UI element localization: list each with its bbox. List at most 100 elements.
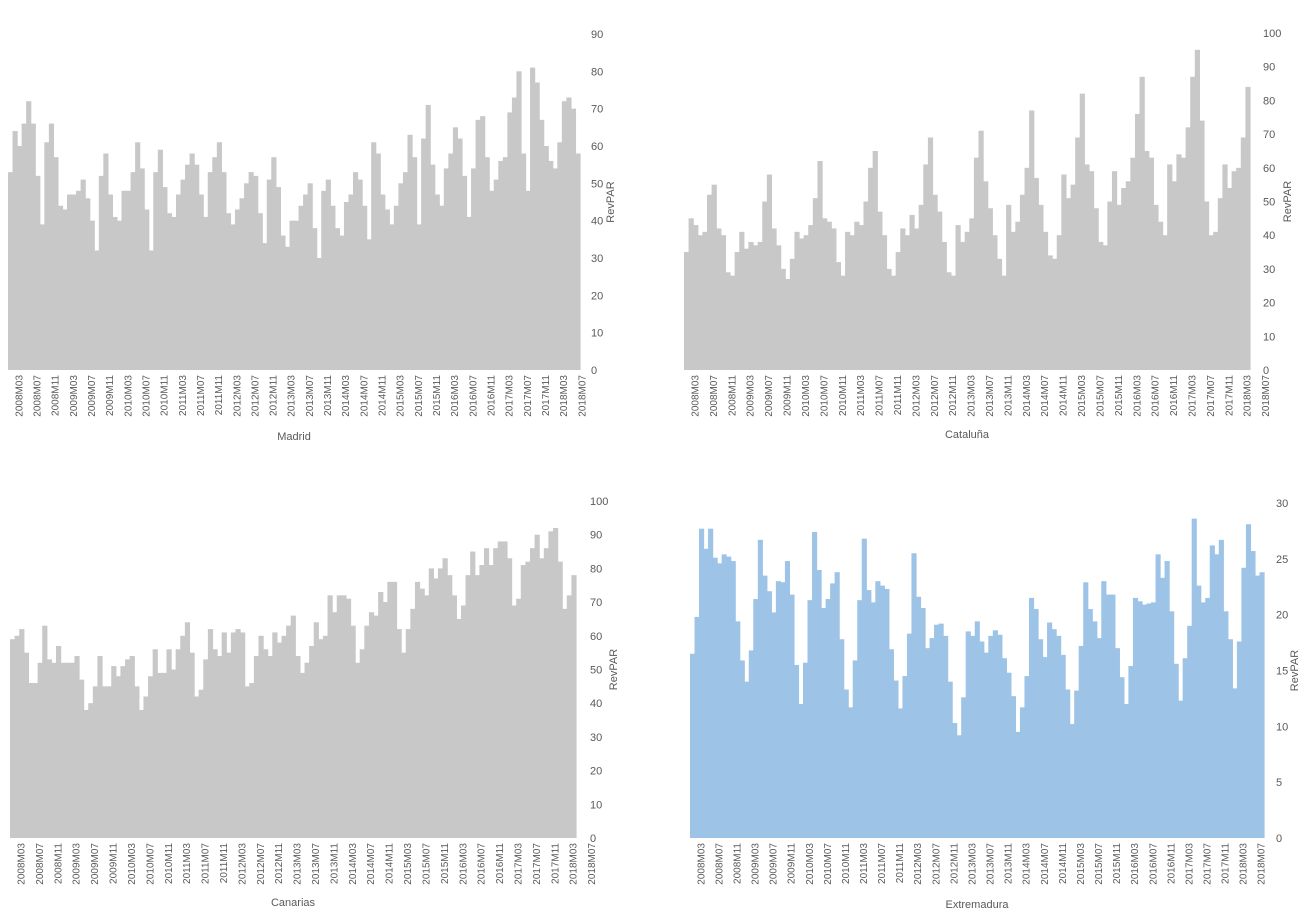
- bar: [1065, 198, 1072, 370]
- bar: [1176, 154, 1182, 370]
- bar: [1102, 245, 1108, 370]
- x-tick-label: 2009M11: [105, 375, 116, 416]
- bar: [711, 184, 717, 370]
- y-tick-label: 30: [591, 253, 603, 265]
- bar: [798, 704, 804, 838]
- bar: [688, 218, 694, 370]
- x-tick-label: 2010M03: [123, 375, 134, 417]
- bar: [771, 612, 777, 838]
- bar: [534, 534, 540, 838]
- bar: [766, 591, 772, 838]
- bar: [375, 153, 381, 370]
- bar: [834, 572, 840, 838]
- bar: [978, 130, 984, 370]
- bar: [911, 553, 917, 838]
- y-tick-label: 50: [590, 665, 602, 677]
- bar: [808, 225, 814, 370]
- chart-2: 0 10 20 30 40 50 60 70 80 90 100 RevPAR 2008M03 2008M…: [684, 28, 1294, 441]
- x-tick-label: 2017M07: [1206, 375, 1217, 417]
- x-tick-label: 2018M07: [587, 843, 598, 885]
- bar: [79, 679, 85, 838]
- bar: [817, 161, 823, 370]
- bar: [483, 548, 490, 838]
- bar: [451, 595, 457, 838]
- bar: [378, 591, 384, 838]
- bar: [872, 150, 878, 370]
- x-tick-label: 2008M03: [691, 375, 702, 417]
- y-axis-title: RevPAR: [1282, 181, 1294, 222]
- x-tick-label: 2009M03: [72, 843, 83, 885]
- bar: [987, 208, 993, 370]
- bar: [825, 599, 831, 838]
- x-axis-title: Canarias: [271, 897, 316, 909]
- bar: [1222, 164, 1228, 370]
- bar: [1190, 76, 1196, 370]
- bar: [1162, 235, 1168, 370]
- bar: [56, 645, 62, 838]
- bar: [497, 541, 503, 838]
- bar: [1042, 231, 1049, 370]
- bar: [318, 639, 324, 838]
- bar: [734, 252, 740, 370]
- bar: [539, 119, 545, 371]
- bar: [1180, 157, 1187, 370]
- x-tick-label: 2012M11: [949, 843, 960, 884]
- x-tick-label: 2008M11: [733, 843, 744, 884]
- bar: [284, 246, 291, 370]
- bar: [460, 605, 467, 838]
- bar: [493, 179, 499, 370]
- bar: [1241, 567, 1247, 838]
- bar: [364, 625, 370, 838]
- bar: [414, 581, 421, 838]
- bar: [19, 629, 25, 838]
- bar: [115, 676, 122, 838]
- chart-3: 0 10 20 30 40 50 60 70 80 90 100 RevPAR 2008M03 2008M…: [10, 496, 620, 909]
- bar: [262, 243, 268, 370]
- bar: [807, 600, 813, 838]
- bar: [780, 582, 786, 838]
- bar: [12, 131, 18, 370]
- x-tick-label: 2012M11: [948, 375, 959, 416]
- bar: [166, 649, 172, 838]
- bar: [442, 558, 448, 838]
- x-tick-label: 2008M11: [51, 375, 62, 416]
- x-tick-label: 2013M11: [1004, 843, 1015, 884]
- bar: [271, 157, 277, 370]
- bar: [857, 600, 863, 838]
- bar: [520, 565, 526, 838]
- x-tick-label: 2008M11: [727, 375, 738, 416]
- bar: [886, 268, 892, 370]
- bar: [1006, 672, 1012, 838]
- bar: [304, 662, 310, 838]
- bar: [1070, 184, 1076, 370]
- bar: [62, 209, 68, 370]
- bar: [225, 213, 232, 370]
- bar: [690, 653, 696, 838]
- bar: [1169, 611, 1175, 838]
- bar: [258, 635, 264, 838]
- bar: [71, 194, 77, 370]
- bar: [854, 221, 860, 370]
- bar: [39, 224, 45, 370]
- bar: [1069, 724, 1075, 838]
- bar: [1096, 638, 1102, 838]
- bar: [716, 228, 722, 370]
- bar: [1010, 696, 1017, 838]
- bar: [244, 183, 250, 370]
- x-tick-label: 2016M11: [487, 375, 498, 416]
- y-tick-label: 60: [590, 631, 602, 643]
- bar: [121, 190, 127, 370]
- bar: [1024, 167, 1030, 370]
- bar: [1146, 603, 1152, 838]
- bar: [212, 157, 218, 370]
- bar: [30, 123, 36, 370]
- bar: [42, 625, 48, 838]
- bar: [465, 575, 471, 838]
- x-tick-label: 2014M11: [1059, 375, 1070, 416]
- bar: [272, 632, 278, 838]
- bar: [106, 686, 112, 838]
- x-tick-label: 2013M11: [1003, 375, 1014, 416]
- y-tick-label: 25: [1276, 554, 1288, 566]
- bar: [697, 235, 703, 370]
- x-tick-label: 2011M03: [856, 375, 867, 416]
